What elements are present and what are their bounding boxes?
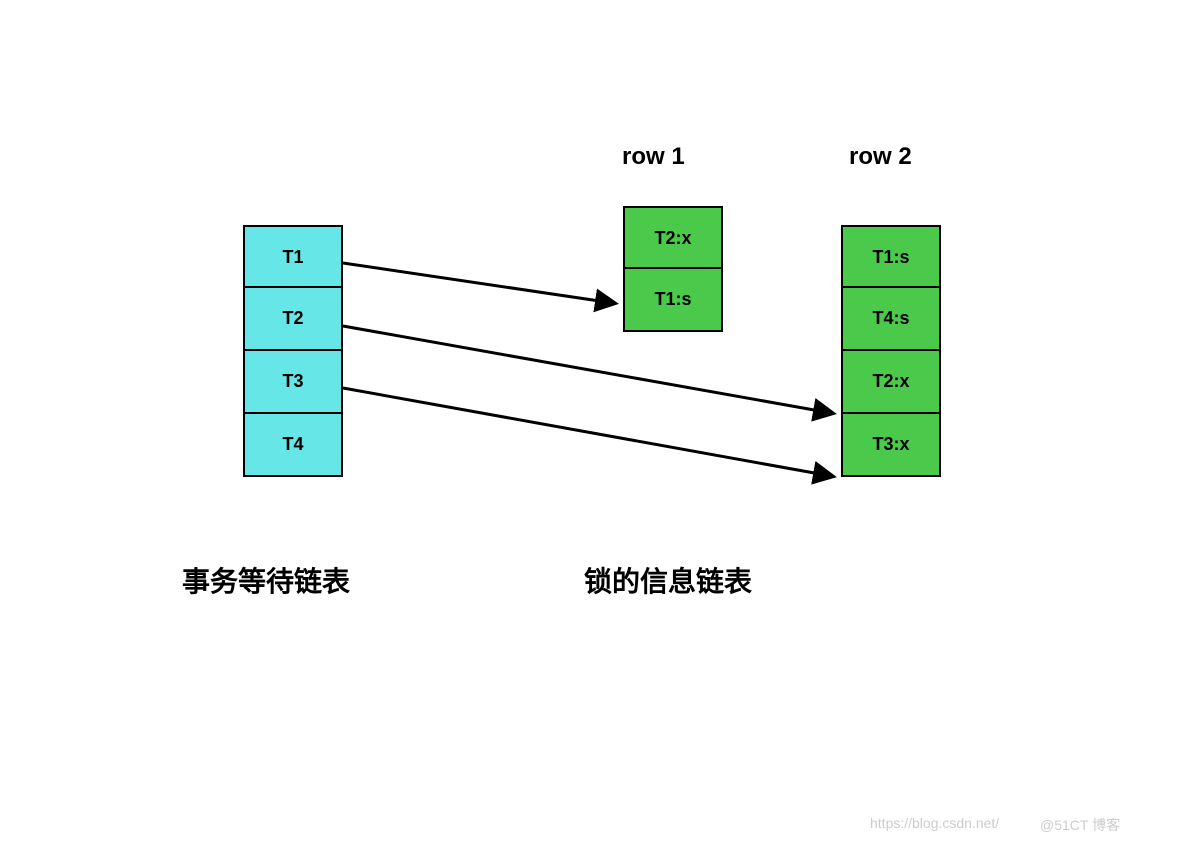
tx-label-0: T1	[282, 247, 303, 268]
row1-cell-0: T2:x	[623, 206, 723, 271]
arrows-layer	[0, 0, 1184, 843]
row2-label-2: T2:x	[872, 371, 909, 392]
row2-cell-0: T1:s	[841, 225, 941, 290]
row2-label-1: T4:s	[872, 308, 909, 329]
tx-cell-1: T2	[243, 286, 343, 351]
row2-cell-3: T3:x	[841, 412, 941, 477]
right-caption: 锁的信息链表	[584, 560, 752, 600]
tx-cell-0: T1	[243, 225, 343, 290]
arrow-2	[343, 388, 831, 476]
watermark-url: https://blog.csdn.net/	[870, 815, 999, 831]
row2-heading: row 2	[849, 143, 912, 171]
row2-label-3: T3:x	[872, 434, 909, 455]
row1-label-0: T2:x	[654, 228, 691, 249]
row2-cell-1: T4:s	[841, 286, 941, 351]
tx-cell-3: T4	[243, 412, 343, 477]
row2-cell-2: T2:x	[841, 349, 941, 414]
tx-cell-2: T3	[243, 349, 343, 414]
row1-cell-1: T1:s	[623, 267, 723, 332]
tx-label-1: T2	[282, 308, 303, 329]
row1-heading: row 1	[622, 143, 685, 171]
left-caption: 事务等待链表	[182, 560, 350, 600]
arrow-1	[343, 326, 831, 413]
row1-label-1: T1:s	[654, 289, 691, 310]
watermark-brand: @51CT 博客	[1040, 815, 1120, 835]
tx-label-3: T4	[282, 434, 303, 455]
tx-label-2: T3	[282, 371, 303, 392]
arrow-0	[343, 263, 613, 303]
row2-label-0: T1:s	[872, 247, 909, 268]
